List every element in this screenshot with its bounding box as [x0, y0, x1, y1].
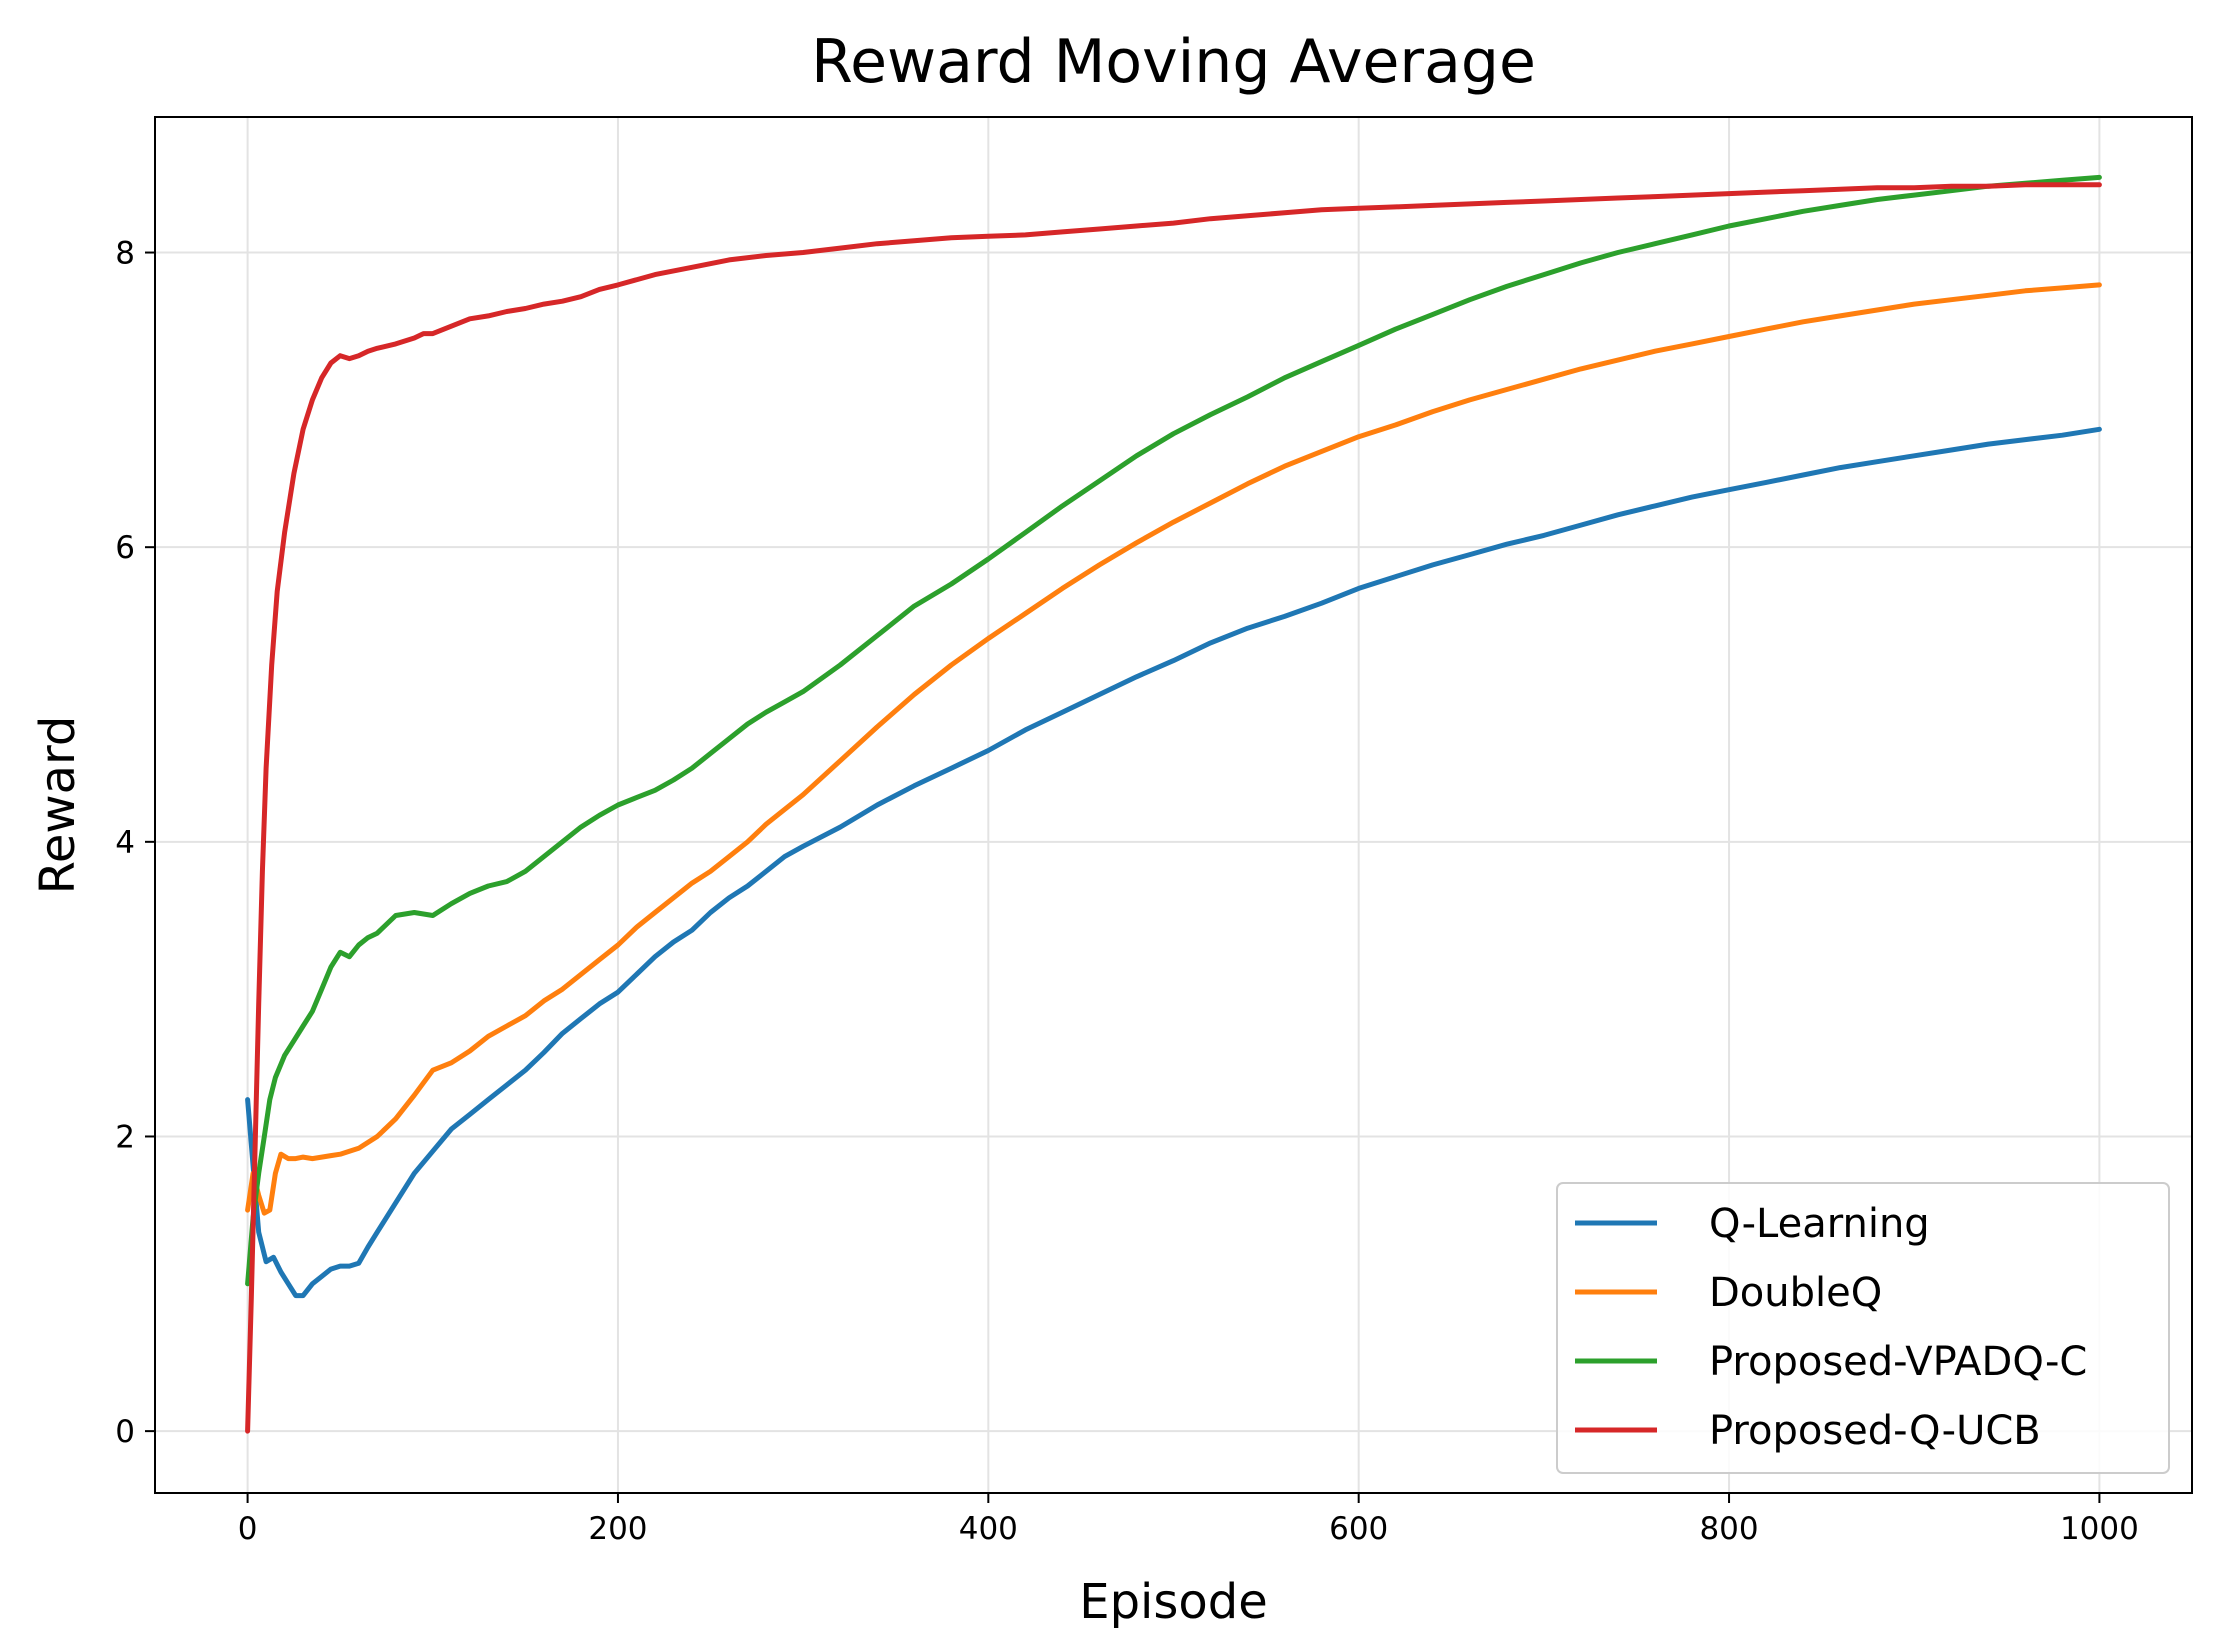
series-lines: [245, 174, 2102, 1434]
legend: Q-Learning DoubleQ Proposed-VPADQ-C Propose…: [1556, 1182, 2170, 1474]
legend-label-proposed-q-ucb: Proposed-Q-UCB: [1709, 1408, 2041, 1454]
x-tick-label: 200: [588, 1511, 647, 1547]
x-tick-label: 1000: [2060, 1511, 2139, 1547]
y-tick-label: 8: [115, 236, 135, 272]
x-tick-label: 600: [1329, 1511, 1388, 1547]
x-tick-label: 0: [238, 1511, 258, 1547]
y-axis-ticks: 0 2 4 6 8: [115, 236, 155, 1450]
y-tick-label: 4: [115, 825, 135, 861]
series-line-proposed-q-ucb: [245, 182, 2102, 1434]
y-tick-label: 0: [115, 1414, 135, 1450]
legend-label-doubleq: DoubleQ: [1709, 1270, 1882, 1316]
legend-label-proposed-vpadq-c: Proposed-VPADQ-C: [1709, 1339, 2087, 1385]
x-axis-label: Episode: [1079, 1574, 1268, 1630]
x-axis-ticks: 0 200 400 600 800 1000: [238, 1493, 2139, 1547]
chart-title: Reward Moving Average: [811, 27, 1536, 97]
plot-frame: [154, 116, 2193, 1494]
x-tick-label: 800: [1699, 1511, 1758, 1547]
x-tick-label: 400: [959, 1511, 1018, 1547]
series-line-proposed-vpadq-c: [245, 174, 2102, 1287]
series-line-doubleq: [245, 282, 2102, 1216]
legend-box: [1556, 1182, 2170, 1474]
series-line-q-learning: [245, 426, 2102, 1299]
legend-label-q-learning: Q-Learning: [1709, 1201, 1930, 1247]
y-tick-label: 6: [115, 530, 135, 566]
y-tick-label: 2: [115, 1119, 135, 1155]
y-axis-label: Reward: [30, 716, 86, 895]
